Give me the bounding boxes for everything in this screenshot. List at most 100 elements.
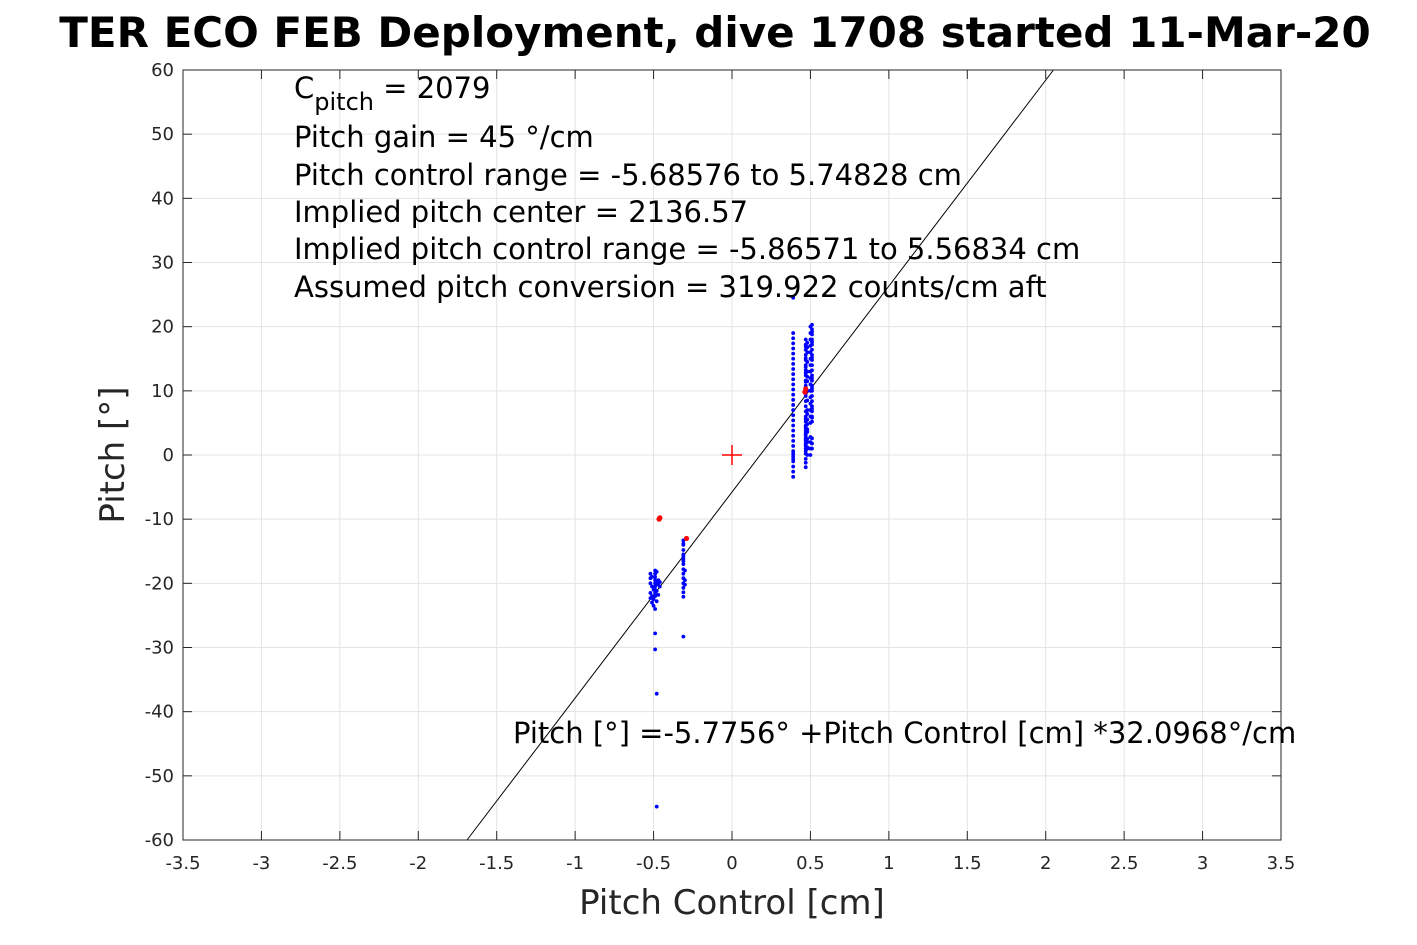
red-data-point xyxy=(683,535,690,542)
blue-data-point xyxy=(653,631,658,636)
blue-data-point xyxy=(810,386,814,391)
blue-data-point xyxy=(810,329,814,334)
x-tick-label: 0.5 xyxy=(796,853,825,874)
blue-data-point xyxy=(650,575,654,579)
fit-equation-label: Pitch [°] =-5.7756° +Pitch Control [cm] … xyxy=(513,716,1296,750)
x-axis-title: Pitch Control [cm] xyxy=(579,883,885,923)
blue-data-point xyxy=(656,592,661,597)
x-tick-label: 0 xyxy=(726,853,737,874)
annotation-implied-pitch-control-range: Implied pitch control range = -5.86571 t… xyxy=(294,232,1080,266)
blue-data-point xyxy=(805,360,810,364)
fit-line xyxy=(466,69,1054,841)
blue-data-point xyxy=(791,331,796,335)
red-data-point xyxy=(803,386,809,392)
blue-data-point xyxy=(805,412,810,416)
y-tick-label: -50 xyxy=(145,766,174,787)
x-tick-label: -1 xyxy=(566,853,584,874)
blue-data-point xyxy=(791,451,796,456)
blue-data-point xyxy=(653,647,658,652)
blue-data-point xyxy=(791,433,796,438)
y-tick-label: 30 xyxy=(151,253,174,274)
blue-data-point xyxy=(810,436,814,441)
blue-data-point xyxy=(805,417,810,422)
c-pitch-prefix: C xyxy=(294,71,314,105)
blue-data-point xyxy=(805,398,810,403)
blue-data-point xyxy=(791,367,796,371)
blue-data-point xyxy=(653,575,658,579)
blue-data-point xyxy=(791,387,796,392)
blue-data-point xyxy=(648,571,653,576)
annotation-pitch-gain: Pitch gain = 45 °/cm xyxy=(294,120,594,154)
annotation-implied-pitch-center: Implied pitch center = 2136.57 xyxy=(294,195,748,229)
x-tick-label: -1.5 xyxy=(479,853,514,874)
blue-data-point xyxy=(791,403,796,407)
y-tick-label: 0 xyxy=(163,445,174,466)
blue-data-point xyxy=(805,453,810,457)
blue-data-point xyxy=(803,456,808,461)
blue-data-point xyxy=(654,569,659,574)
x-tick-label: 3.5 xyxy=(1267,853,1296,874)
blue-data-point xyxy=(791,397,796,402)
blue-data-point xyxy=(683,582,687,587)
blue-data-point xyxy=(791,361,796,366)
blue-data-point xyxy=(808,453,813,457)
blue-data-point xyxy=(805,369,810,374)
y-tick-label: 10 xyxy=(151,381,174,402)
blue-data-point xyxy=(791,372,796,377)
annotation-c-pitch: Cpitch = 2079 xyxy=(294,71,491,116)
blue-data-point xyxy=(657,580,662,584)
center-layer xyxy=(722,445,742,465)
y-tick-label: 40 xyxy=(151,188,174,209)
blue-data-point xyxy=(681,634,686,639)
blue-data-point xyxy=(803,356,808,361)
annotation-pitch-control-range: Pitch control range = -5.68576 to 5.7482… xyxy=(294,158,962,192)
blue-data-point xyxy=(653,607,658,611)
blue-data-point xyxy=(650,600,654,605)
blue-data-point xyxy=(654,599,659,604)
blue-data-point xyxy=(653,594,658,599)
blue-data-point xyxy=(681,541,686,546)
blue-data-point xyxy=(810,347,814,352)
red-data-point xyxy=(657,515,663,521)
blue-data-point xyxy=(791,423,796,428)
c-pitch-value: = 2079 xyxy=(374,71,491,105)
y-tick-label: -60 xyxy=(145,830,174,851)
y-tick-label: -40 xyxy=(145,702,174,723)
blue-data-point xyxy=(810,406,814,411)
blue-data-point xyxy=(791,469,796,474)
x-tick-label: 1.5 xyxy=(953,853,982,874)
y-tick-label: -10 xyxy=(145,509,174,530)
y-tick-label: 20 xyxy=(151,317,174,338)
blue-data-point xyxy=(791,392,796,397)
blue-data-point xyxy=(805,374,810,379)
blue-data-point xyxy=(681,585,686,590)
blue-data-point xyxy=(681,590,686,595)
blue-data-point xyxy=(810,446,814,451)
blue-data-point xyxy=(805,340,810,345)
blue-data-point xyxy=(805,445,810,450)
blue-data-point xyxy=(805,437,810,441)
blue-data-point xyxy=(791,444,796,448)
c-pitch-subscript: pitch xyxy=(314,88,374,116)
blue-data-point xyxy=(648,581,653,586)
blue-data-point xyxy=(810,394,814,398)
blue-data-point xyxy=(810,441,814,446)
x-tick-label: 3 xyxy=(1197,853,1208,874)
blue-data-point xyxy=(791,346,796,351)
blue-data-point xyxy=(805,430,810,434)
blue-data-point xyxy=(654,691,659,696)
blue-data-point xyxy=(791,356,796,361)
blue-data-point xyxy=(810,419,814,424)
y-tick-label: -20 xyxy=(145,573,174,594)
blue-data-point xyxy=(791,408,796,412)
blue-data-point xyxy=(810,355,814,360)
blue-data-point xyxy=(681,548,686,552)
blue-data-point xyxy=(791,341,796,346)
blue-data-point xyxy=(651,597,656,602)
blue-data-point xyxy=(791,418,796,423)
y-tick-label: 50 xyxy=(151,124,174,145)
blue-data-point xyxy=(803,337,808,342)
x-tick-label: 2.5 xyxy=(1110,853,1139,874)
y-tick-label: -30 xyxy=(145,638,174,659)
